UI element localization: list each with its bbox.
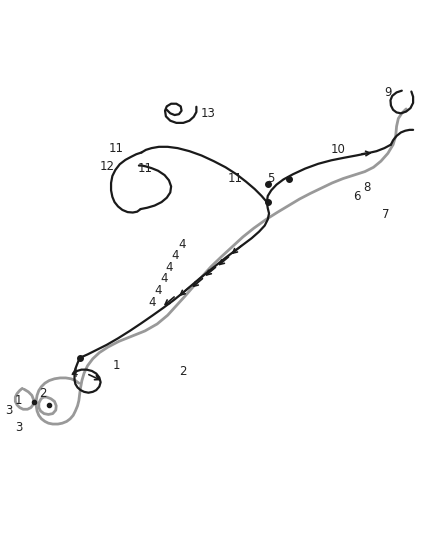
Text: 13: 13	[201, 107, 215, 120]
Text: 2: 2	[39, 387, 46, 400]
Text: 3: 3	[5, 403, 13, 417]
Text: 4: 4	[148, 296, 156, 309]
Text: 11: 11	[228, 172, 243, 185]
Text: 1: 1	[15, 394, 22, 407]
Text: 9: 9	[385, 86, 392, 99]
Text: 3: 3	[15, 421, 22, 434]
Text: 4: 4	[70, 367, 78, 379]
Text: 4: 4	[171, 249, 179, 262]
Text: 4: 4	[160, 272, 168, 285]
Text: 11: 11	[109, 142, 124, 155]
Text: 8: 8	[363, 181, 371, 194]
Text: 12: 12	[99, 160, 115, 173]
Text: 4: 4	[154, 284, 162, 297]
Text: 1: 1	[112, 359, 120, 372]
Text: 11: 11	[138, 162, 153, 175]
Text: 6: 6	[353, 190, 360, 204]
Text: 7: 7	[382, 208, 390, 221]
Text: 10: 10	[330, 143, 345, 156]
Text: 4: 4	[166, 261, 173, 274]
Text: 5: 5	[267, 172, 275, 185]
Text: 2: 2	[179, 365, 187, 378]
Text: 4: 4	[179, 238, 186, 251]
